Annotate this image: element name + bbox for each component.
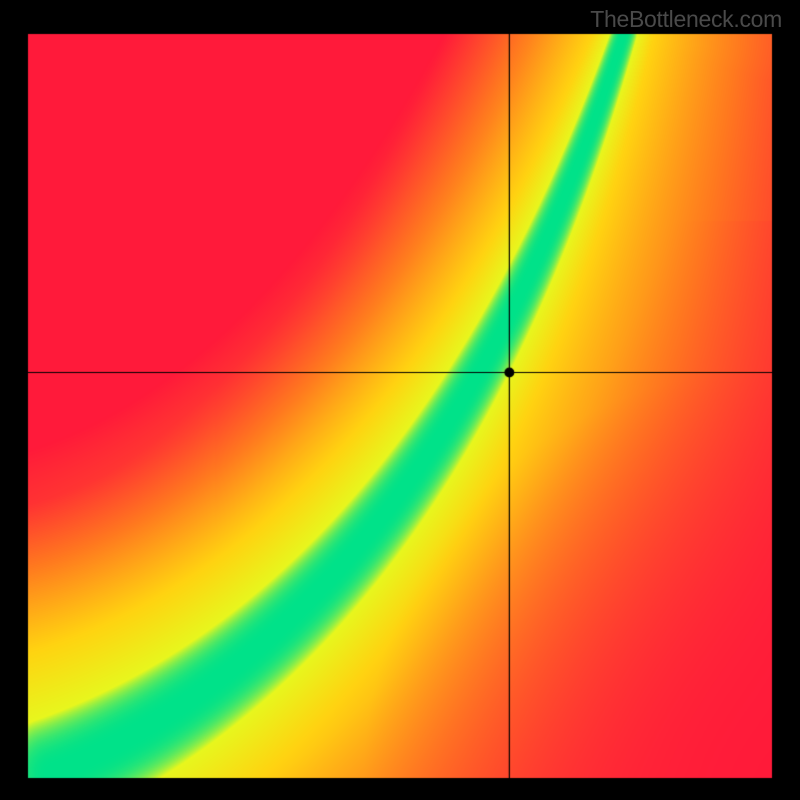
chart-container: TheBottleneck.com: [0, 0, 800, 800]
watermark-label: TheBottleneck.com: [590, 6, 782, 33]
heatmap-canvas: [0, 0, 800, 800]
